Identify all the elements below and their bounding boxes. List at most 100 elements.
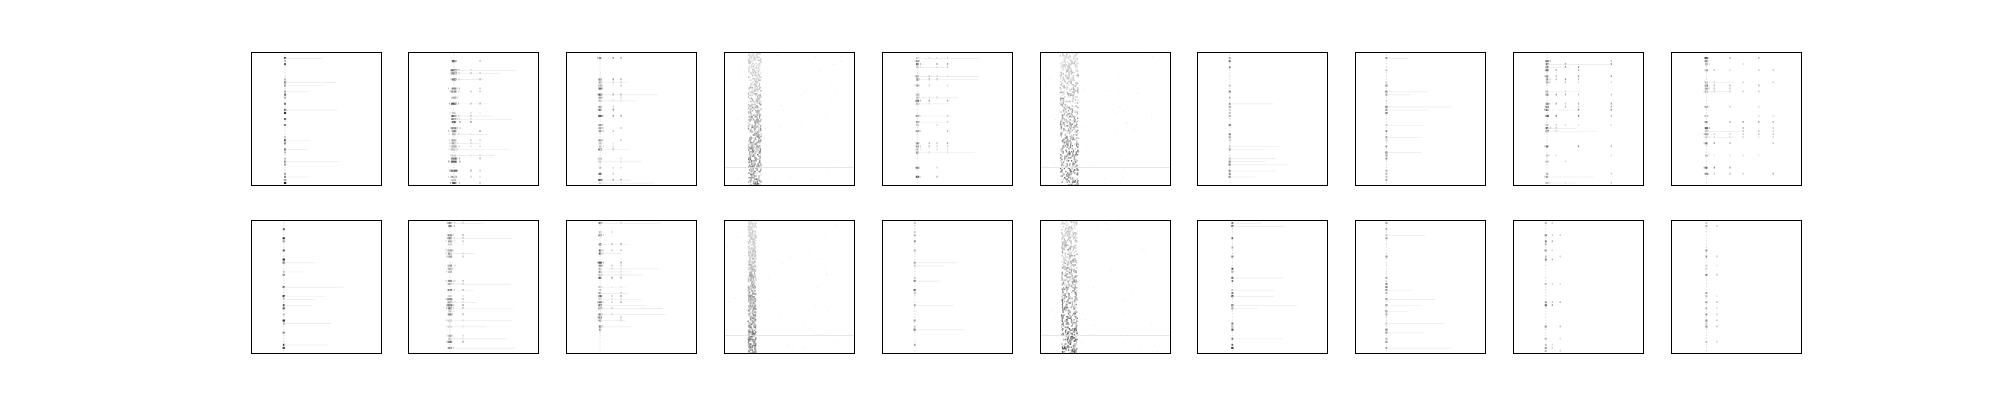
- heatmap-cell: [750, 58, 752, 60]
- heatmap-cell: [915, 148, 917, 151]
- heatmap-cell: [1066, 125, 1068, 127]
- heatmap-cell: [754, 248, 756, 251]
- heatmap-cell: [1703, 105, 1705, 108]
- heatmap-cell: [1074, 291, 1076, 294]
- heatmap-cell: [1546, 114, 1548, 117]
- heatmap-cell: [601, 295, 603, 297]
- heatmap-cell: [726, 245, 728, 247]
- heatmap-cell: [780, 105, 782, 107]
- heatmap-cell: [602, 249, 604, 252]
- heatmap-cell: [1050, 309, 1052, 311]
- heatmap-cell: [1729, 105, 1731, 108]
- heatmap-cell: [1066, 82, 1068, 84]
- heatmap-cell: [1077, 169, 1079, 171]
- heatmap-cell: [752, 169, 754, 171]
- heatmap-cell: [754, 154, 756, 156]
- heatmap-cell: [1716, 225, 1718, 227]
- heatmap-cell: [448, 148, 450, 151]
- panel-background: [882, 52, 1013, 186]
- heatmap-cell: [749, 120, 751, 122]
- heatmap-cell: [1385, 222, 1388, 225]
- heatmap-cell: [283, 243, 285, 245]
- heatmap-cell: [1076, 164, 1078, 167]
- heatmap-cell: [1705, 118, 1707, 120]
- heatmap-cell: [748, 147, 751, 150]
- heatmap-cell: [462, 243, 464, 246]
- heatmap-cell: [1060, 91, 1063, 94]
- heatmap-cell: [748, 314, 750, 316]
- heatmap-cell: [1070, 135, 1072, 138]
- heatmap-cell: [918, 84, 920, 87]
- heatmap-cell: [446, 304, 448, 306]
- heatmap-cell: [754, 346, 756, 348]
- heatmap-cell: [1546, 90, 1548, 93]
- heatmap-cell: [1071, 91, 1073, 94]
- heatmap-cell: [1063, 265, 1065, 268]
- heatmap-cell: [754, 317, 756, 319]
- heatmap-cell: [449, 228, 451, 230]
- heatmap-cell: [1551, 240, 1553, 243]
- heatmap-cell: [750, 114, 752, 116]
- heatmap-cell: [753, 134, 755, 136]
- heatmap-cell: [1545, 298, 1547, 300]
- heatmap-cell: [753, 335, 755, 338]
- heatmap-cell: [1072, 97, 1074, 100]
- heatmap-cell: [750, 71, 752, 74]
- heatmap-cell: [620, 264, 622, 267]
- heatmap-cell: [449, 154, 451, 157]
- heatmap-cell: [1074, 147, 1077, 150]
- heatmap-cell: [754, 123, 757, 126]
- heatmap-cell: [1074, 344, 1076, 347]
- heatmap-cell: [751, 340, 754, 342]
- heatmap-cell: [1074, 232, 1076, 234]
- heatmap-cell: [748, 149, 750, 151]
- heatmap-cell: [1705, 282, 1707, 285]
- heatmap-cell: [754, 253, 756, 255]
- heatmap-cell: [1073, 93, 1075, 95]
- heatmap-cell: [754, 287, 756, 289]
- heatmap-cell: [1551, 343, 1553, 346]
- heatmap-cell: [777, 169, 779, 171]
- heatmap-cell: [1706, 114, 1708, 117]
- heatmap-cell: [1385, 142, 1387, 144]
- heatmap-cell: [1069, 247, 1072, 249]
- heatmap-cell: [747, 322, 749, 324]
- heatmap-cell: [1075, 90, 1077, 92]
- heatmap-cell: [750, 64, 752, 66]
- heatmap-cell: [1231, 258, 1233, 260]
- heatmap-cell: [752, 163, 754, 165]
- heatmap-cell: [1077, 62, 1079, 65]
- heatmap-cell: [283, 178, 287, 181]
- heatmap-cell: [914, 286, 916, 288]
- heatmap-cell: [946, 130, 949, 132]
- heatmap-cell: [453, 155, 495, 156]
- heatmap-cell: [1065, 227, 1067, 230]
- heatmap-image: [1040, 220, 1171, 354]
- heatmap-cell: [919, 99, 921, 102]
- heatmap-cell: [916, 157, 918, 159]
- heatmap-cell: [1231, 301, 1233, 303]
- heatmap-cell: [1073, 126, 1075, 129]
- heatmap-cell: [758, 152, 760, 154]
- heatmap-cell: [754, 268, 756, 271]
- heatmap-cell: [1068, 335, 1070, 338]
- heatmap-cell: [453, 136, 455, 138]
- heatmap-cell: [598, 84, 602, 87]
- heatmap-cell: [1065, 329, 1067, 332]
- heatmap-cell: [1066, 290, 1068, 292]
- heatmap-cell: [752, 146, 754, 148]
- heatmap-cell: [1061, 323, 1063, 325]
- heatmap-cell: [1070, 58, 1072, 60]
- heatmap-cell: [1385, 279, 1388, 282]
- heatmap-cell: [754, 74, 756, 77]
- heatmap-cell: [756, 116, 758, 118]
- panel-background: [724, 52, 855, 186]
- heatmap-cell: [754, 332, 756, 335]
- heatmap-cell: [1772, 130, 1774, 132]
- panel-r0-c6: [1197, 52, 1328, 186]
- heatmap-cell: [748, 105, 750, 107]
- heatmap-cell: [920, 63, 922, 65]
- heatmap-cell: [914, 298, 916, 300]
- heatmap-cell: [1544, 343, 1547, 346]
- heatmap-cell: [1118, 74, 1120, 76]
